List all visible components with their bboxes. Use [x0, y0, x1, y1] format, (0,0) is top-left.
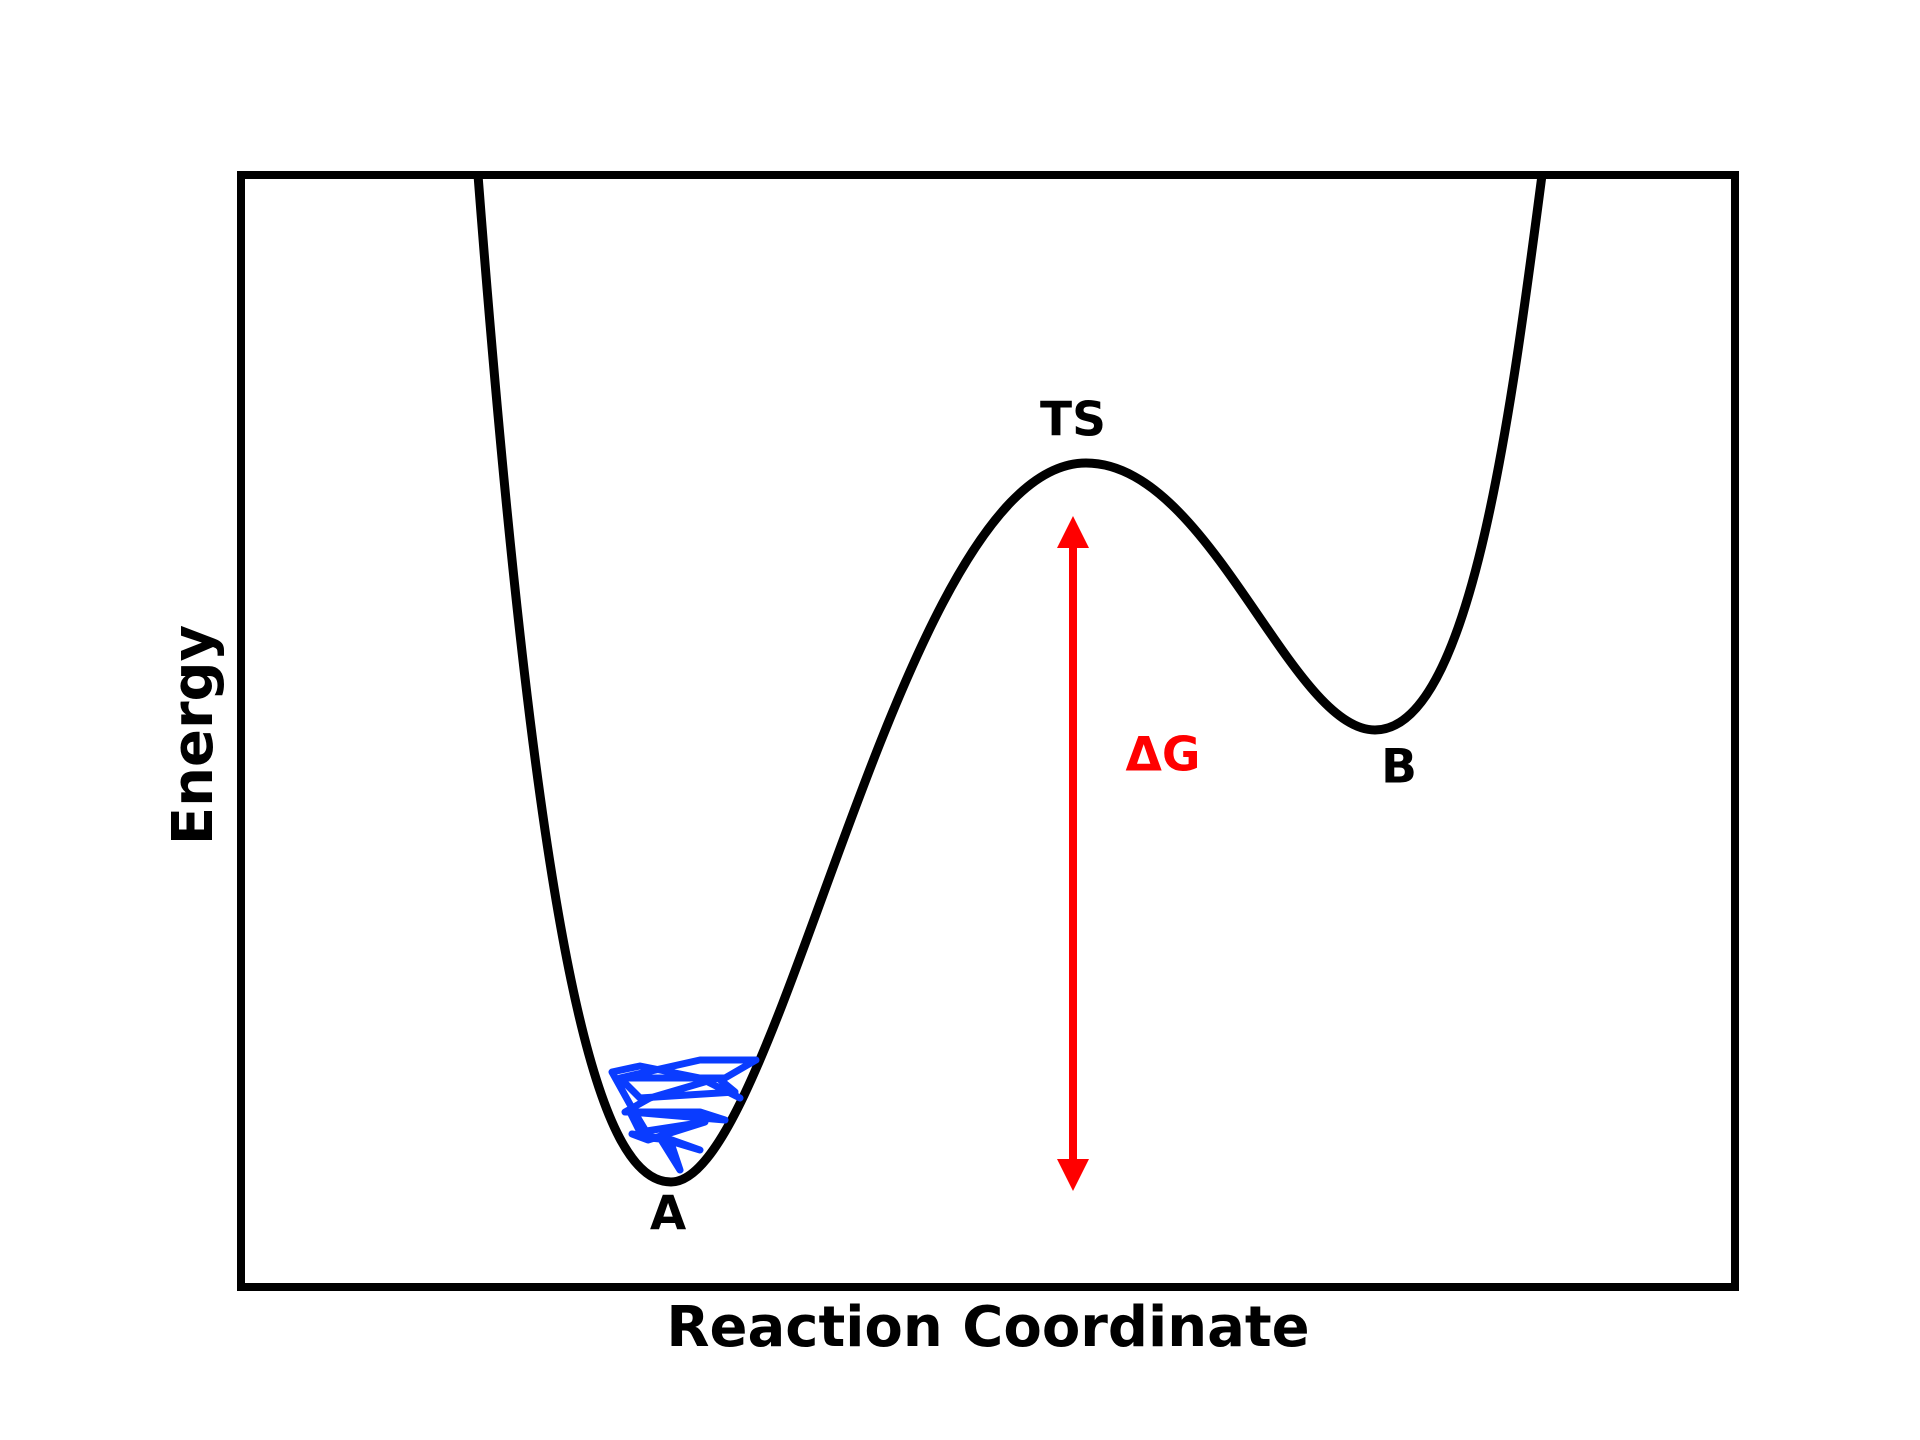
barrier-label: ΔG — [1126, 728, 1201, 783]
y-axis-label: Energy — [161, 625, 226, 845]
plot-frame — [237, 171, 1739, 1291]
x-axis-label: Reaction Coordinate — [666, 1295, 1309, 1360]
state-b-label: B — [1381, 740, 1417, 795]
ts-label: TS — [1040, 393, 1106, 448]
energy-curve — [473, 174, 1547, 1187]
trajectory-scribble — [608, 1056, 760, 1174]
state-a-label: A — [650, 1187, 687, 1242]
